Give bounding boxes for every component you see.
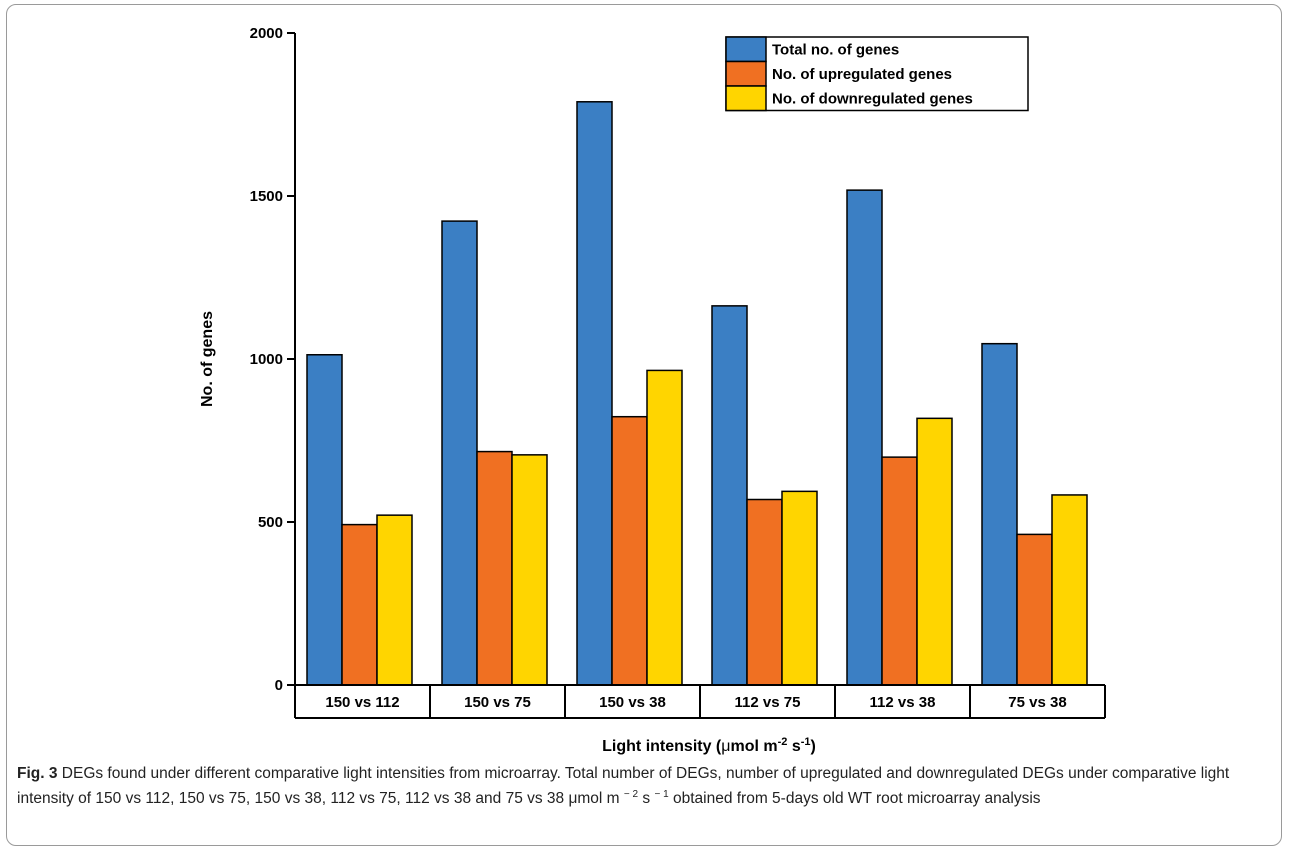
bar-upregulated-3 bbox=[611, 415, 648, 686]
x-axis-title-unit2: s bbox=[787, 738, 800, 755]
x-category-label-4: 112 vs 75 bbox=[735, 694, 801, 711]
y-tick-label-1500: 1500 bbox=[250, 188, 283, 205]
caption-text: DEGs found under different comparative l… bbox=[17, 765, 1230, 808]
x-axis-title-mu: μ bbox=[721, 738, 730, 755]
y-axis-title: No. of genes bbox=[199, 311, 216, 407]
x-category-label-3: 150 vs 38 bbox=[599, 694, 666, 711]
legend-swatch-3 bbox=[725, 85, 767, 112]
bar-total-4 bbox=[711, 305, 748, 686]
bars-group bbox=[306, 101, 1088, 686]
bar-total-5 bbox=[846, 189, 883, 686]
x-axis-title-main: Light intensity ( bbox=[602, 738, 722, 755]
legend-swatch-2 bbox=[725, 60, 767, 87]
bar-total-1 bbox=[306, 354, 343, 686]
bar-downregulated-6 bbox=[1051, 494, 1088, 686]
x-axis-title: Light intensity (μmol m-2 s-1) bbox=[602, 736, 816, 755]
caption-sup-2: − 1 bbox=[654, 789, 669, 800]
bar-downregulated-1 bbox=[376, 514, 413, 686]
bar-upregulated-2 bbox=[476, 450, 513, 686]
caption-sup-1: − 2 bbox=[623, 789, 639, 800]
y-tick-label-2000: 2000 bbox=[250, 25, 283, 42]
bar-downregulated-4 bbox=[781, 490, 818, 686]
bar-upregulated-1 bbox=[341, 523, 378, 686]
bar-total-6 bbox=[981, 342, 1018, 686]
legend: Total no. of genes No. of upregulated gen… bbox=[725, 36, 1029, 112]
bar-downregulated-3 bbox=[646, 369, 683, 686]
x-axis-title-sup2: -1 bbox=[801, 736, 811, 748]
y-tick-label-500: 500 bbox=[258, 514, 283, 531]
x-category-label-5: 112 vs 38 bbox=[870, 694, 936, 711]
axes-group: 0 500 1000 1500 2000 150 vs 112 150 vs 75 150 v… bbox=[250, 25, 1106, 719]
x-category-label-6: 75 vs 38 bbox=[1008, 694, 1066, 711]
bar-upregulated-5 bbox=[881, 456, 918, 686]
x-category-label-2: 150 vs 75 bbox=[464, 694, 531, 711]
bar-total-2 bbox=[441, 220, 478, 686]
caption-end: obtained from 5-days old WT root microar… bbox=[668, 790, 1041, 808]
x-axis-title-close: ) bbox=[811, 738, 816, 755]
x-category-label-1: 150 vs 112 bbox=[325, 694, 399, 711]
x-axis-title-unit1: mol m bbox=[730, 738, 777, 755]
bar-upregulated-4 bbox=[746, 498, 783, 686]
y-tick-label-0: 0 bbox=[275, 677, 283, 694]
bar-downregulated-2 bbox=[511, 454, 548, 686]
legend-label-1: Total no. of genes bbox=[772, 42, 899, 59]
bar-chart: 0 500 1000 1500 2000 150 vs 112 150 vs 75 150 v… bbox=[199, 25, 1106, 755]
bar-downregulated-5 bbox=[916, 417, 953, 686]
bar-total-3 bbox=[576, 101, 613, 686]
bar-upregulated-6 bbox=[1016, 533, 1053, 686]
caption-mid: s bbox=[638, 790, 655, 808]
y-tick-label-1000: 1000 bbox=[250, 351, 283, 368]
x-axis-title-sup1: -2 bbox=[778, 736, 788, 748]
figure-frame bbox=[6, 4, 1282, 846]
legend-swatch-1 bbox=[725, 36, 767, 63]
legend-label-3: No. of downregulated genes bbox=[772, 91, 973, 108]
caption-label: Fig. 3 bbox=[17, 765, 58, 782]
figure-caption: Fig. 3 DEGs found under different compar… bbox=[17, 763, 1272, 809]
legend-label-2: No. of upregulated genes bbox=[772, 66, 952, 83]
